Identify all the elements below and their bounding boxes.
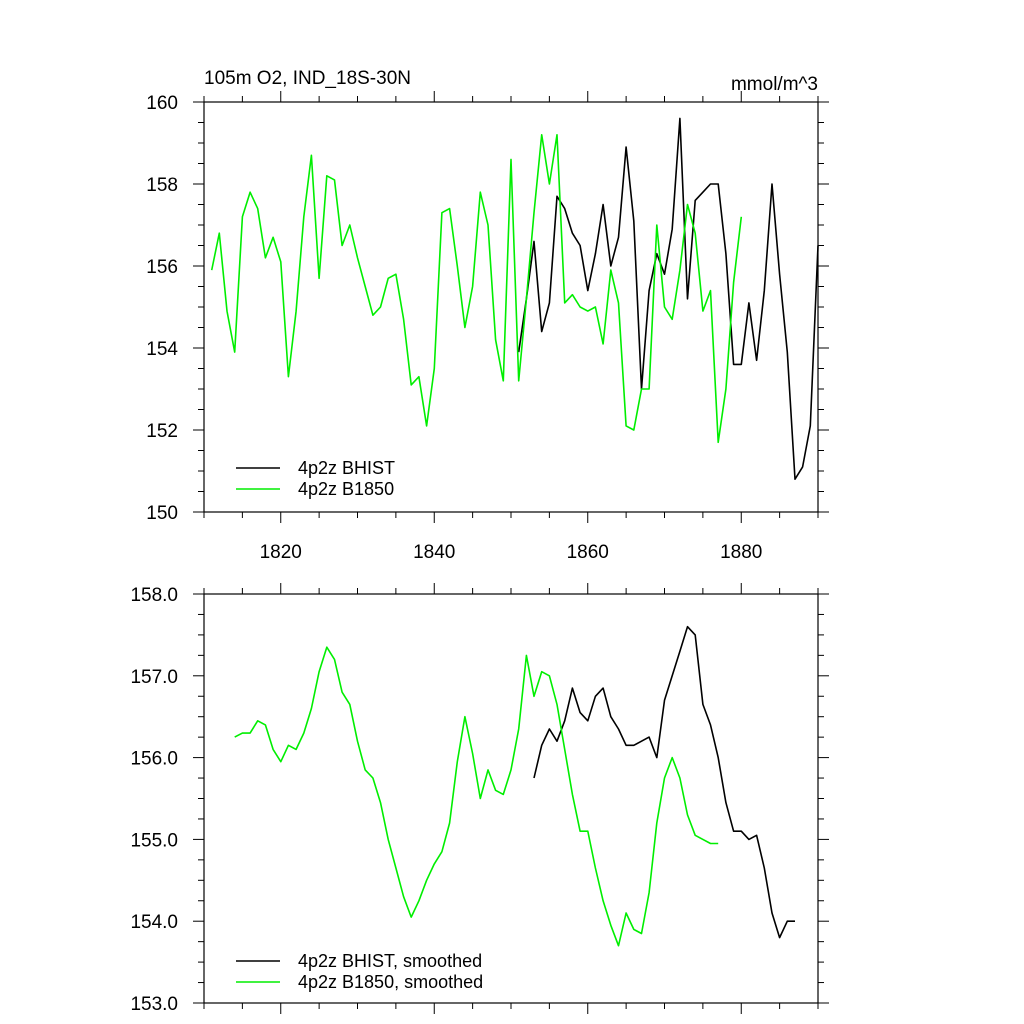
units-label: mmol/m^3 bbox=[731, 74, 818, 95]
chart-panel-2: 153.0 154.0 155.0 156.0 157.0 158.0 4p2z BHIST… bbox=[130, 583, 829, 1015]
y-tick-label: 152 bbox=[146, 421, 178, 442]
x-tick-label: 1860 bbox=[567, 542, 609, 563]
x-tick-label: 1840 bbox=[413, 542, 455, 563]
chart-title: 105m O2, IND_18S-30N bbox=[204, 68, 411, 89]
y-tick-label: 154 bbox=[146, 339, 178, 360]
legend-label-2: 4p2z B1850, smoothed bbox=[298, 972, 483, 992]
y-tick-label: 154.0 bbox=[130, 912, 178, 933]
series-line-2 bbox=[210, 134, 743, 444]
legend-label-1: 4p2z BHIST bbox=[298, 458, 395, 478]
y-tick-label: 156 bbox=[146, 257, 178, 278]
y-tick-label: 157.0 bbox=[130, 667, 178, 688]
series-line-2 bbox=[234, 646, 719, 947]
y-tick-label: 153.0 bbox=[130, 994, 178, 1015]
y-tick-label: 158.0 bbox=[130, 585, 178, 606]
x-tick-label: 1880 bbox=[720, 542, 762, 563]
y-tick-label: 155.0 bbox=[130, 830, 178, 851]
legend-label-2: 4p2z B1850 bbox=[298, 479, 394, 499]
series-line-1 bbox=[517, 117, 819, 481]
y-tick-label: 160 bbox=[146, 93, 178, 114]
chart-panel-1: 150 152 154 156 158 160 1820 1840 1860 1880 105m O… bbox=[146, 68, 829, 563]
y-tick-label: 150 bbox=[146, 503, 178, 524]
legend-label-1: 4p2z BHIST, smoothed bbox=[298, 951, 482, 971]
y-tick-label: 156.0 bbox=[130, 749, 178, 770]
series-line-1 bbox=[533, 625, 795, 939]
x-tick-label: 1820 bbox=[260, 542, 302, 563]
y-tick-label: 158 bbox=[146, 175, 178, 196]
